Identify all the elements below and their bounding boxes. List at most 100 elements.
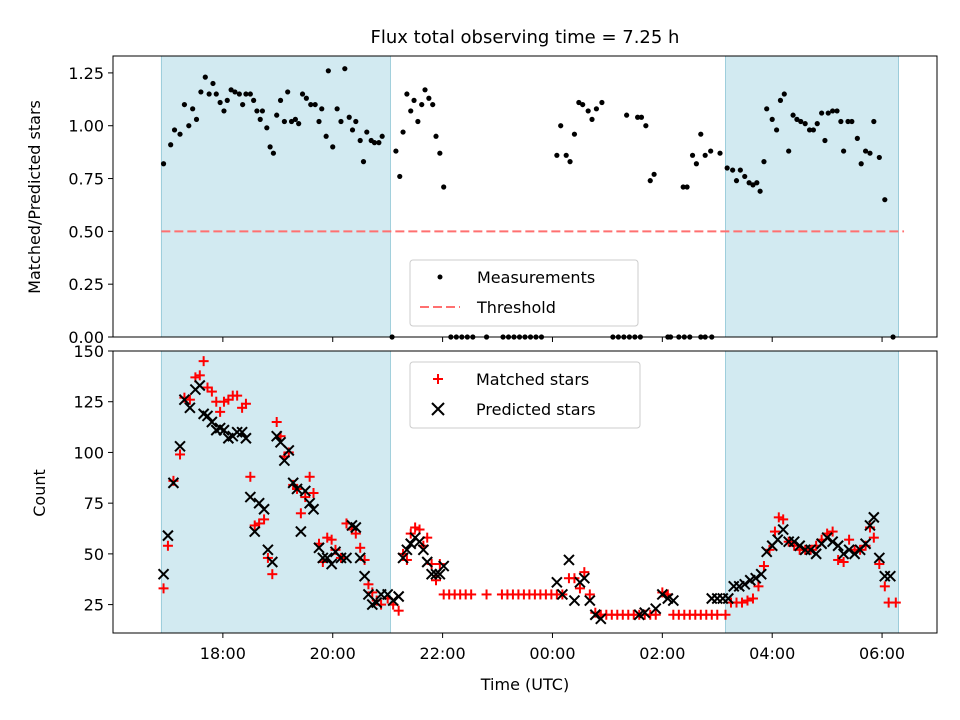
matched-star-point: [245, 471, 256, 482]
measurement-point: [822, 137, 828, 144]
predicted-star-point: [788, 535, 800, 548]
predicted-star-point: [157, 568, 170, 580]
matched-star-point: [827, 526, 838, 537]
matched-star-point: [367, 587, 378, 598]
matched-star-point: [249, 520, 260, 531]
predicted-star-point: [722, 592, 734, 605]
matched-star-point: [758, 561, 769, 572]
predicted-star-point: [258, 503, 270, 515]
measurement-point: [228, 87, 234, 93]
measurement-point: [862, 148, 869, 154]
measurement-point: [825, 110, 831, 116]
measurement-point: [224, 97, 230, 103]
predicted-star-point: [832, 540, 844, 552]
measurement-point: [571, 131, 578, 137]
predicted-star-point: [843, 544, 855, 556]
measurement-point: [563, 152, 569, 158]
measurement-point: [576, 99, 582, 106]
predicted-star-point: [387, 594, 399, 607]
measurement-point: [764, 106, 770, 112]
x-tick-label: 18:00: [200, 644, 246, 663]
measurement-point: [411, 97, 417, 103]
measurement-point: [757, 188, 763, 194]
predicted-star-point: [354, 552, 366, 564]
measurement-point: [647, 178, 653, 184]
measurement-point: [171, 127, 178, 133]
matched-star-point: [322, 532, 333, 543]
predicted-star-point: [397, 552, 409, 564]
measurement-point: [190, 106, 196, 112]
measurement-point: [221, 108, 227, 114]
matched-star-point: [481, 589, 492, 600]
matched-star-point: [434, 559, 445, 570]
legend-matched-marker: [433, 374, 443, 384]
measurement-point: [867, 150, 873, 156]
measurement-point: [186, 123, 192, 129]
measurement-point: [580, 101, 586, 108]
matched-star-point: [736, 597, 747, 608]
matched-star-point: [778, 514, 789, 525]
measurement-point: [585, 108, 591, 114]
predicted-star-point: [206, 416, 218, 428]
top-panel: 0.00 0.25 0.50 0.75 1.00 1.25 Matched/Predict…: [25, 55, 938, 347]
measurement-point: [554, 152, 560, 158]
measurement-point: [346, 114, 352, 120]
measurement-point: [814, 121, 820, 127]
matched-star-point: [194, 370, 205, 381]
matched-star-point: [184, 394, 195, 405]
matched-star-point: [584, 589, 595, 600]
measurement-point: [433, 133, 439, 139]
measurement-point: [567, 159, 573, 165]
measurement-point: [689, 152, 696, 158]
matched-star-point: [844, 534, 855, 545]
predicted-star-point: [639, 607, 651, 619]
matched-star-point: [271, 417, 282, 428]
y-tick-label: 1.25: [68, 64, 104, 83]
predicted-star-point: [777, 523, 789, 536]
measurement-point: [702, 152, 708, 158]
predicted-star-point: [401, 544, 413, 556]
measurement-point: [247, 91, 253, 97]
measurement-point: [624, 112, 630, 118]
measurement-point: [819, 110, 825, 116]
predicted-star-point: [201, 410, 214, 422]
predicted-star-point: [295, 525, 307, 538]
predicted-star-point: [370, 596, 383, 609]
legend-predicted-label: Predicted stars: [476, 400, 596, 419]
matched-star-point: [401, 554, 412, 565]
predicted-star-point: [826, 535, 839, 548]
matched-star-point: [466, 589, 477, 600]
predicted-star-point: [667, 594, 680, 607]
matched-star-point: [326, 534, 337, 545]
measurement-point: [635, 114, 641, 120]
measurement-point: [259, 108, 266, 114]
measurement-point: [786, 148, 792, 154]
measurement-point: [251, 97, 257, 103]
predicted-star-point: [421, 556, 433, 568]
bottom-panel: 25 50 75 100 125 150 18:00 20:00 22:00 00:00 02:0…: [30, 342, 938, 694]
measurement-point: [160, 161, 167, 167]
measurement-point: [379, 133, 385, 139]
measurement-point: [558, 123, 564, 129]
measurement-point: [882, 197, 888, 203]
measurement-point: [810, 127, 817, 133]
measurement-point: [845, 118, 851, 125]
bottom-y-axis-label: Count: [30, 469, 49, 517]
measurement-point: [754, 180, 760, 186]
measurement-point: [338, 118, 344, 125]
measurement-point: [267, 144, 273, 150]
measurement-point: [593, 106, 600, 112]
legend-measurements-label: Measurements: [477, 268, 595, 287]
measurement-point: [876, 154, 882, 161]
predicted-star-point: [303, 497, 316, 509]
top-legend: Measurements Threshold: [409, 259, 639, 327]
predicted-star-point: [551, 576, 563, 588]
measurement-point: [441, 184, 447, 190]
shaded-region: [725, 55, 899, 338]
predicted-star-point: [884, 570, 897, 582]
y-tick-label: 0.25: [68, 275, 104, 294]
measurement-point: [680, 184, 686, 190]
measurement-point: [296, 121, 302, 127]
measurement-point: [426, 95, 432, 101]
